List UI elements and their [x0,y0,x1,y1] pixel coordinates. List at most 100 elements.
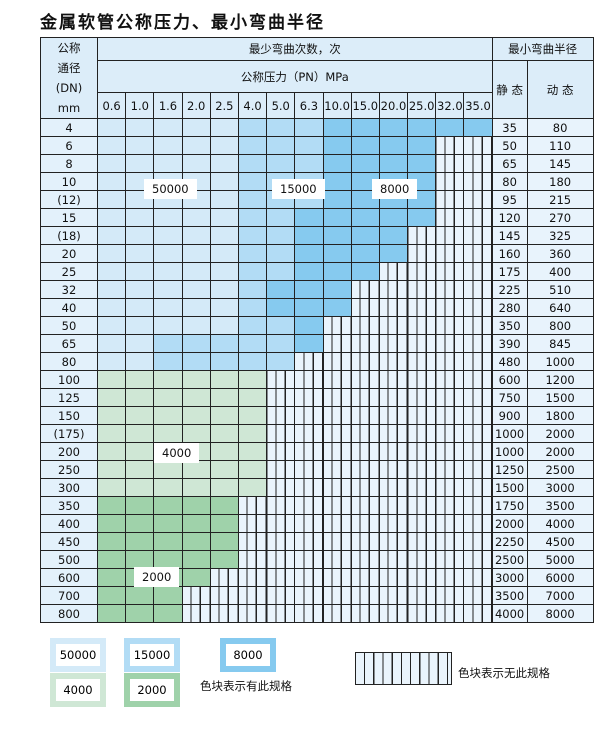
spec-cell-4000 [181,424,211,443]
spec-cell-2000 [209,496,239,515]
no-spec-cell [266,460,296,479]
no-spec-cell [378,298,409,317]
dn-cell: 100 [40,370,98,389]
no-spec-cell [435,226,465,245]
no-spec-cell [350,550,380,569]
no-spec-cell [350,496,380,515]
dynamic-radius-cell: 3500 [526,496,594,515]
spec-cell-4000 [96,460,127,479]
no-spec-cell [463,316,493,335]
pressure-header: 公称压力（PN）MPa [97,60,493,93]
spec-cell-8000 [322,136,352,155]
no-spec-cell [463,280,493,299]
region-label-8000: 8000 [372,179,418,199]
no-spec-cell [322,550,352,569]
no-spec-cell [463,370,493,389]
no-spec-cell [435,334,465,353]
dynamic-radius-cell: 145 [526,154,594,173]
spec-cell-15000 [237,280,268,299]
spec-cell-50000 [96,352,127,371]
spec-cell-8000 [322,118,352,137]
no-spec-cell [407,370,437,389]
table-row: (175) 1000 2000 [40,424,594,443]
spec-cell-8000 [463,118,493,137]
spec-cell-8000 [350,226,380,245]
static-radius-cell: 1000 [491,424,528,443]
pressure-col-header: 5.0 [266,92,296,119]
no-spec-cell [463,478,493,497]
no-spec-cell [435,298,465,317]
legend-2000: 2000 [124,673,180,707]
table-row: 25 175 400 [40,262,594,281]
no-spec-cell [266,478,296,497]
dn-header-line: 公称 [57,41,81,55]
no-spec-cell [378,604,409,623]
no-spec-cell [463,334,493,353]
no-spec-cell [378,334,409,353]
no-spec-cell [350,568,380,587]
spec-cell-4000 [209,460,239,479]
static-radius-cell: 80 [491,172,528,191]
no-spec-cell [378,568,409,587]
dn-header-line: mm [57,101,81,115]
spec-cell-2000 [125,604,155,623]
no-spec-cell [463,244,493,263]
spec-cell-15000 [266,208,296,227]
cycles-header: 最少弯曲次数，次 [97,37,493,61]
dynamic-radius-cell: 6000 [526,568,594,587]
spec-cell-50000 [153,262,183,281]
no-spec-cell [378,514,409,533]
spec-cell-4000 [96,442,127,461]
no-spec-cell [435,172,465,191]
dynamic-radius-cell: 5000 [526,550,594,569]
spec-cell-50000 [153,280,183,299]
no-spec-cell [407,334,437,353]
dynamic-radius-cell: 845 [526,334,594,353]
table-row: 150 900 1800 [40,406,594,425]
spec-cell-50000 [153,208,183,227]
spec-cell-8000 [350,208,380,227]
spec-cell-50000 [125,118,155,137]
spec-cell-50000 [96,118,127,137]
no-spec-cell [237,604,268,623]
spec-cell-15000 [153,334,183,353]
no-spec-cell [463,514,493,533]
spec-cell-2000 [153,586,183,605]
static-radius-cell: 225 [491,280,528,299]
spec-cell-4000 [96,388,127,407]
dn-cell: 65 [40,334,98,353]
no-spec-cell [294,586,324,605]
static-radius-cell: 145 [491,226,528,245]
no-spec-cell [378,442,409,461]
dn-cell: 25 [40,262,98,281]
no-spec-cell [378,532,409,551]
spec-cell-2000 [96,496,127,515]
spec-cell-2000 [153,550,183,569]
radius-header: 最小弯曲半径 [491,37,594,61]
spec-cell-15000 [266,316,296,335]
table-row: 200 1000 2000 [40,442,594,461]
spec-cell-8000 [435,118,465,137]
legend-4000: 4000 [50,673,106,707]
spec-cell-50000 [96,316,127,335]
no-spec-cell [435,262,465,281]
spec-cell-50000 [125,334,155,353]
no-spec-cell [294,604,324,623]
spec-cell-15000 [181,334,211,353]
legend-8000: 8000 [220,638,276,672]
table-row: 100 600 1200 [40,370,594,389]
spec-cell-8000 [378,154,409,173]
no-spec-cell [266,604,296,623]
dn-cell: 6 [40,136,98,155]
no-spec-cell [407,262,437,281]
spec-cell-8000 [350,244,380,263]
no-spec-cell [266,514,296,533]
no-spec-cell [378,460,409,479]
legend-no-spec-text: 色块表示无此规格 [458,666,550,680]
dynamic-radius-cell: 1200 [526,370,594,389]
spec-cell-15000 [237,316,268,335]
spec-cell-2000 [96,568,127,587]
no-spec-cell [463,586,493,605]
spec-cell-4000 [181,460,211,479]
spec-cell-50000 [96,244,127,263]
